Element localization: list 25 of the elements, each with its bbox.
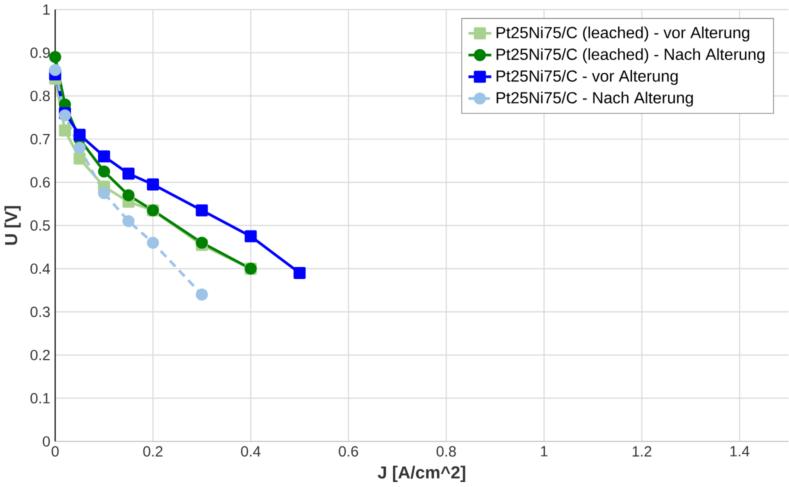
x-tick-label: 0.8: [436, 446, 456, 457]
legend-label: Pt25Ni75/C (leached) - vor Alterung: [496, 26, 750, 42]
y-tick-label: 0.9: [30, 48, 50, 58]
y-tick-label: 0.6: [30, 177, 50, 188]
x-tick-label: 0: [52, 446, 59, 457]
legend-label: Pt25Ni75/C - vor Alterung: [496, 70, 678, 86]
legend-label: Pt25Ni75/C - Nach Alterung: [496, 92, 693, 107]
y-tick-label: 0.8: [30, 90, 50, 102]
x-tick-label: 0.2: [143, 446, 162, 457]
y-tick-label: 1: [43, 4, 50, 15]
y-tick-label: 0.5: [30, 220, 50, 231]
x-tick-label: 1: [541, 446, 548, 457]
y-tick-label: 0.1: [30, 393, 50, 404]
x-tick-label: 0.6: [338, 446, 358, 457]
y-tick-label: 0.3: [30, 306, 50, 318]
y-tick-label: 0.4: [30, 264, 50, 274]
x-axis-title: J [A/cm^2]: [378, 466, 466, 482]
y-tick-label: 0.2: [30, 350, 50, 360]
y-axis-title: U [V]: [4, 206, 21, 245]
x-tick-label: 1.4: [730, 446, 750, 457]
x-tick-label: 0.4: [241, 446, 261, 457]
x-tick-label: 1.2: [632, 446, 652, 457]
legend-label: Pt25Ni75/C (leached) - Nach Alterung: [496, 48, 764, 64]
y-tick-label: 0.7: [30, 134, 50, 145]
y-tick-label: 0: [42, 436, 50, 447]
